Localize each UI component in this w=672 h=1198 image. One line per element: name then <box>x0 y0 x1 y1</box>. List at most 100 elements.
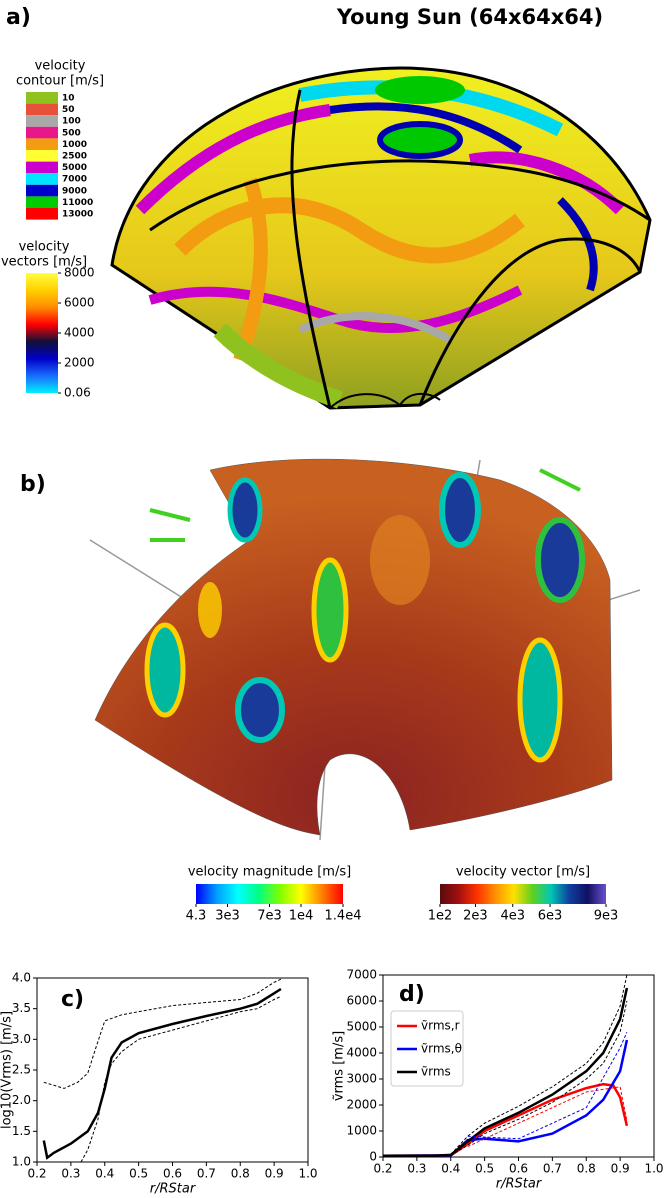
colorbar-tick-label: 4e3 <box>500 909 525 924</box>
y-axis-label: ṽrms [m/s] <box>332 1031 347 1101</box>
band-line <box>450 1000 628 1156</box>
panel-label: d) <box>399 982 425 1007</box>
colorbar <box>196 884 343 904</box>
colorbar <box>440 884 606 904</box>
panel-label: c) <box>61 987 84 1012</box>
colorbar-tick-label: 6e3 <box>538 909 563 924</box>
y-tick-label: 1000 <box>346 1124 377 1138</box>
y-tick-label: 0 <box>369 1150 377 1164</box>
colorbar-tick-label: 1.4e4 <box>325 909 362 924</box>
x-tick-label: 0.9 <box>611 1162 630 1176</box>
band-line <box>80 995 282 1162</box>
legend-label: ṽrms,r <box>421 1019 460 1033</box>
x-tick-label: 0.8 <box>231 1167 250 1181</box>
y-tick-label: 2.0 <box>12 1093 31 1107</box>
band-line <box>450 975 628 1155</box>
x-tick-label: 0.4 <box>441 1162 460 1176</box>
x-axis-label: r/RStar <box>150 1182 197 1197</box>
y-tick-label: 3.0 <box>12 1032 31 1046</box>
series-line <box>383 987 629 1157</box>
y-tick-label: 3000 <box>346 1072 377 1086</box>
legend-box <box>390 1010 464 1087</box>
legend-swatch <box>26 150 58 162</box>
legend-label: 500 <box>62 128 81 138</box>
legend-swatch <box>26 126 58 139</box>
legend-label: 7000 <box>62 175 87 185</box>
legend-swatch <box>26 173 58 185</box>
legend-swatch <box>26 138 58 150</box>
y-tick-label: 4000 <box>346 1046 377 1060</box>
y-tick-label: 4.0 <box>12 971 31 985</box>
legend-swatch <box>26 184 58 197</box>
legend-swatch <box>26 161 58 174</box>
y-tick-label: 7000 <box>346 968 377 982</box>
legend-label: 10 <box>62 94 75 104</box>
colorbar-tick-label: 2000 <box>64 356 95 370</box>
colorbar-tick-label: 9e3 <box>594 909 619 924</box>
legend-label: 1000 <box>62 140 87 150</box>
colorbar-tick-label: 8000 <box>64 266 95 280</box>
y-tick-label: 1.5 <box>12 1124 31 1138</box>
legend-label: 5000 <box>62 163 87 173</box>
y-tick-label: 2000 <box>346 1098 377 1112</box>
x-tick-label: 0.5 <box>475 1162 494 1176</box>
panel-b-render <box>89 458 641 841</box>
colorbar-tick-label: 6000 <box>64 296 95 310</box>
x-tick-label: 0.5 <box>129 1167 148 1181</box>
band-line <box>43 978 282 1089</box>
series-line <box>42 987 282 1160</box>
legend-title: velocity <box>35 59 86 74</box>
colorbar-tick-label: 1e2 <box>428 909 453 924</box>
x-axis-label: r/RStar <box>496 1177 543 1192</box>
colorbar-tick-label: 4.3 <box>186 909 207 924</box>
x-tick-label: 1.0 <box>298 1167 317 1181</box>
legend-label: ṽrms <box>421 1065 451 1079</box>
x-tick-label: 0.8 <box>577 1162 596 1176</box>
x-tick-label: 0.2 <box>27 1167 46 1181</box>
plot-frame <box>36 977 309 1163</box>
x-tick-label: 0.7 <box>197 1167 216 1181</box>
y-tick-label: 5000 <box>346 1020 377 1034</box>
series-group <box>42 978 282 1162</box>
legend-label: 9000 <box>62 186 87 196</box>
x-tick-label: 0.2 <box>373 1162 392 1176</box>
legend-label: 50 <box>62 105 75 115</box>
y-tick-label: 1.0 <box>12 1155 31 1169</box>
figure-title: Young Sun (64x64x64) <box>336 5 603 29</box>
x-tick-label: 0.6 <box>509 1162 528 1176</box>
legend-title: contour [m/s] <box>16 74 104 89</box>
x-tick-label: 0.9 <box>265 1167 284 1181</box>
colorbar-tick-label: 0.06 <box>64 386 91 400</box>
colorbar-tick-label: 7e3 <box>257 909 282 924</box>
panel-label: a) <box>6 5 31 30</box>
legend-label: 11000 <box>62 198 93 208</box>
x-tick-label: 0.3 <box>61 1167 80 1181</box>
legend-swatch <box>26 115 58 127</box>
band-line <box>467 1086 628 1148</box>
y-tick-label: 3.5 <box>12 1001 31 1015</box>
panel-label: b) <box>20 472 46 497</box>
colorbar-title: velocity <box>19 240 70 255</box>
y-tick-label: 6000 <box>346 994 377 1008</box>
colorbar-tick-label: 1e4 <box>289 909 314 924</box>
band-line <box>467 1032 628 1140</box>
legend-swatch <box>26 92 58 104</box>
x-tick-label: 0.6 <box>163 1167 182 1181</box>
colorbar-tick-label: 4000 <box>64 326 95 340</box>
legend-label: ṽrms,θ <box>421 1042 462 1056</box>
colorbar-title: velocity vector [m/s] <box>456 865 590 880</box>
legend-swatch <box>26 103 58 116</box>
y-tick-label: 2.5 <box>12 1063 31 1077</box>
x-tick-label: 0.3 <box>407 1162 426 1176</box>
colorbar-title: vectors [m/s] <box>1 255 87 270</box>
x-tick-label: 1.0 <box>644 1162 663 1176</box>
colorbar-tick-label: 3e3 <box>215 909 240 924</box>
panel-a-render <box>110 66 652 410</box>
legend-swatch <box>26 196 58 208</box>
legend-label: 100 <box>62 117 81 127</box>
series-line <box>383 1082 629 1157</box>
legend-swatch <box>26 208 58 220</box>
